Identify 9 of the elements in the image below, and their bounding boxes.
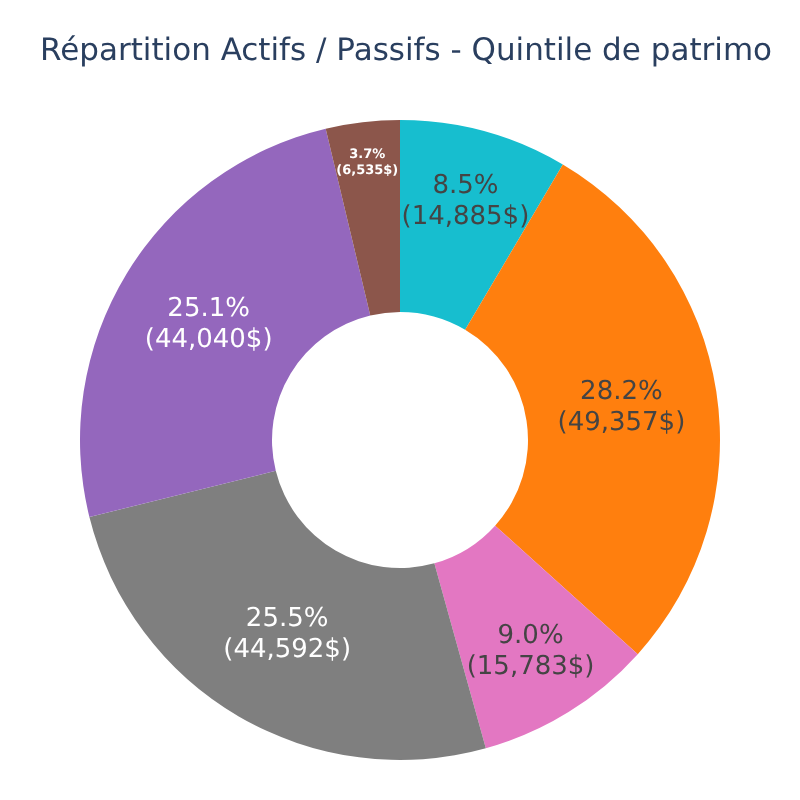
data-label: 28.2% (49,357$) bbox=[557, 375, 686, 437]
donut-slice bbox=[325, 120, 400, 316]
donut-slice bbox=[434, 525, 638, 749]
chart-title: Répartition Actifs / Passifs - Quintile de patrimo bbox=[40, 32, 773, 68]
donut-slice bbox=[400, 120, 563, 330]
data-label: 25.5% (44,592$) bbox=[223, 602, 352, 665]
data-label: 9.0% (15,783$) bbox=[466, 620, 595, 682]
data-label: 25.1% (44,040$) bbox=[144, 293, 273, 355]
data-label: 8.5% (14,885$) bbox=[401, 170, 530, 232]
